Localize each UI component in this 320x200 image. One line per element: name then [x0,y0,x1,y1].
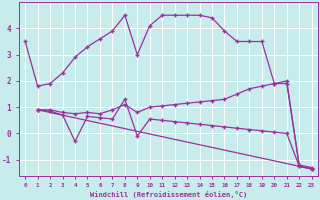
X-axis label: Windchill (Refroidissement éolien,°C): Windchill (Refroidissement éolien,°C) [90,191,247,198]
